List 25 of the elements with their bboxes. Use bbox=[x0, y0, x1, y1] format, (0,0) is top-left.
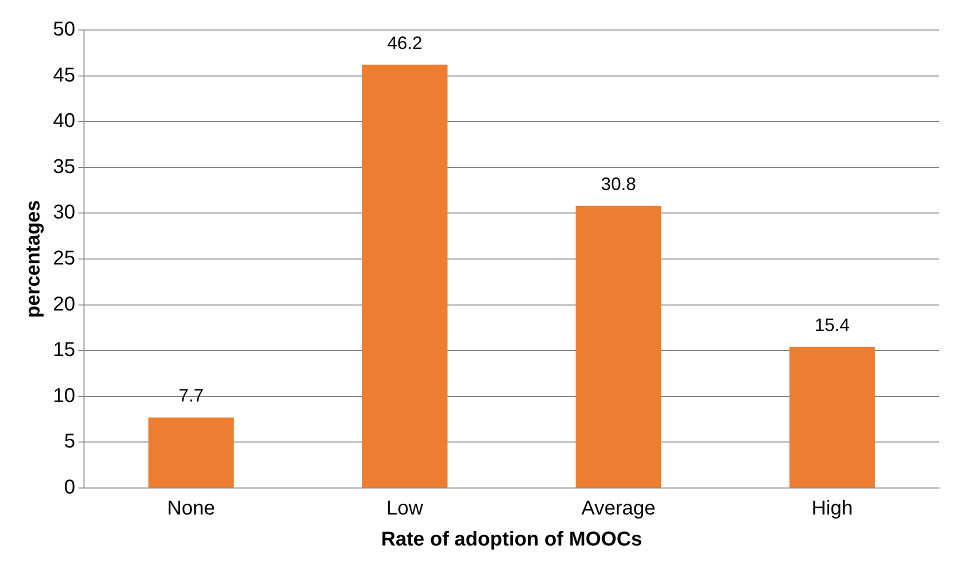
y-axis-title: percentages bbox=[22, 200, 45, 318]
data-label: 46.2 bbox=[387, 32, 422, 53]
bar bbox=[362, 64, 448, 488]
y-tick-label: 25 bbox=[52, 248, 76, 270]
y-tick-label: 0 bbox=[64, 476, 76, 499]
data-label: 30.8 bbox=[600, 174, 636, 194]
y-tick-label: 15 bbox=[52, 339, 76, 362]
x-tick-label: None bbox=[167, 498, 215, 520]
bar bbox=[576, 206, 662, 488]
y-tick-label: 5 bbox=[64, 430, 76, 453]
y-tick-label: 45 bbox=[52, 64, 76, 86]
bar bbox=[789, 346, 875, 488]
y-tick-label: 30 bbox=[52, 202, 76, 224]
y-tick-label: 35 bbox=[52, 156, 76, 178]
x-tick-label: High bbox=[812, 498, 853, 520]
x-tick-label: Average bbox=[581, 498, 656, 520]
y-tick-label: 20 bbox=[52, 293, 76, 316]
y-tick-label: 40 bbox=[52, 110, 76, 132]
y-tick-label: 50 bbox=[52, 18, 76, 41]
x-axis-title: Rate of adoption of MOOCs bbox=[381, 528, 642, 551]
bar bbox=[148, 417, 234, 488]
data-label: 7.7 bbox=[178, 385, 204, 406]
data-label: 15.4 bbox=[814, 314, 850, 335]
y-tick-label: 10 bbox=[52, 384, 76, 407]
x-tick-label: Low bbox=[386, 498, 424, 520]
